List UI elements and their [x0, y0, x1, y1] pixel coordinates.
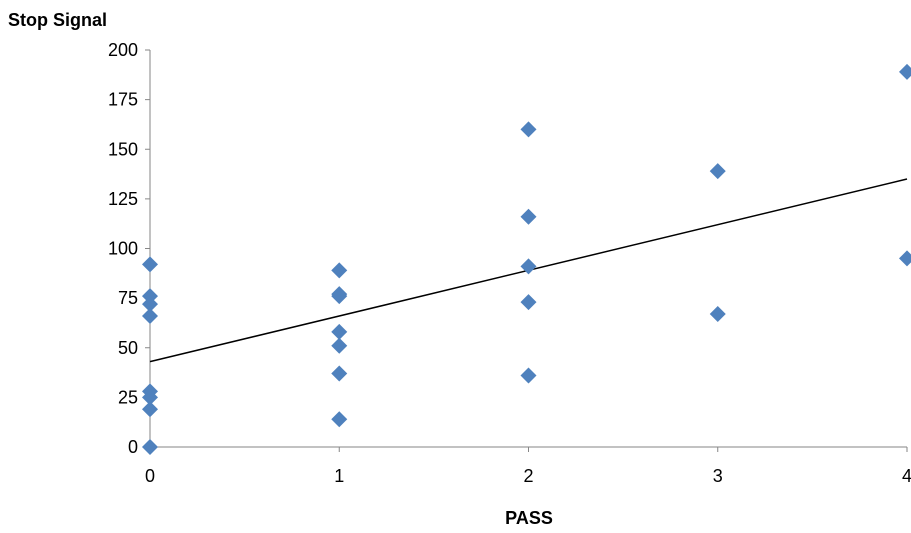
data-point: [331, 365, 348, 382]
data-point: [331, 288, 348, 305]
data-point: [520, 258, 537, 275]
data-point: [520, 121, 537, 138]
data-point: [331, 262, 348, 279]
x-tick-label: 2: [523, 466, 533, 486]
data-point: [520, 208, 537, 225]
data-point: [142, 256, 158, 273]
data-point: [899, 250, 911, 267]
data-point: [709, 163, 726, 180]
data-point: [142, 307, 158, 324]
data-point: [899, 63, 911, 80]
data-points: [142, 63, 911, 455]
y-tick-label: 50: [118, 338, 138, 358]
data-point: [142, 389, 158, 406]
y-tick-label: 150: [108, 139, 138, 159]
data-point: [331, 337, 348, 354]
data-point: [142, 401, 158, 418]
x-axis-title: PASS: [505, 508, 553, 528]
y-tick-label: 200: [108, 40, 138, 60]
data-point: [142, 296, 158, 313]
y-tick-label: 100: [108, 239, 138, 259]
y-tick-label: 25: [118, 387, 138, 407]
data-point: [520, 294, 537, 311]
data-point: [331, 323, 348, 340]
y-tick-label: 175: [108, 90, 138, 110]
x-tick-label: 0: [145, 466, 155, 486]
x-tick-label: 4: [902, 466, 911, 486]
y-axis-title: Stop Signal: [8, 10, 107, 30]
data-point: [709, 306, 726, 323]
x-tick-label: 1: [334, 466, 344, 486]
y-tick-label: 0: [128, 437, 138, 457]
y-tick-label: 125: [108, 189, 138, 209]
data-point: [142, 439, 158, 455]
data-point: [520, 367, 537, 384]
x-tick-label: 3: [713, 466, 723, 486]
y-tick-label: 75: [118, 288, 138, 308]
data-point: [331, 411, 348, 428]
axes: 0 25 50 75 100 125 150 175 200 0 1 2 3 4: [108, 40, 911, 486]
